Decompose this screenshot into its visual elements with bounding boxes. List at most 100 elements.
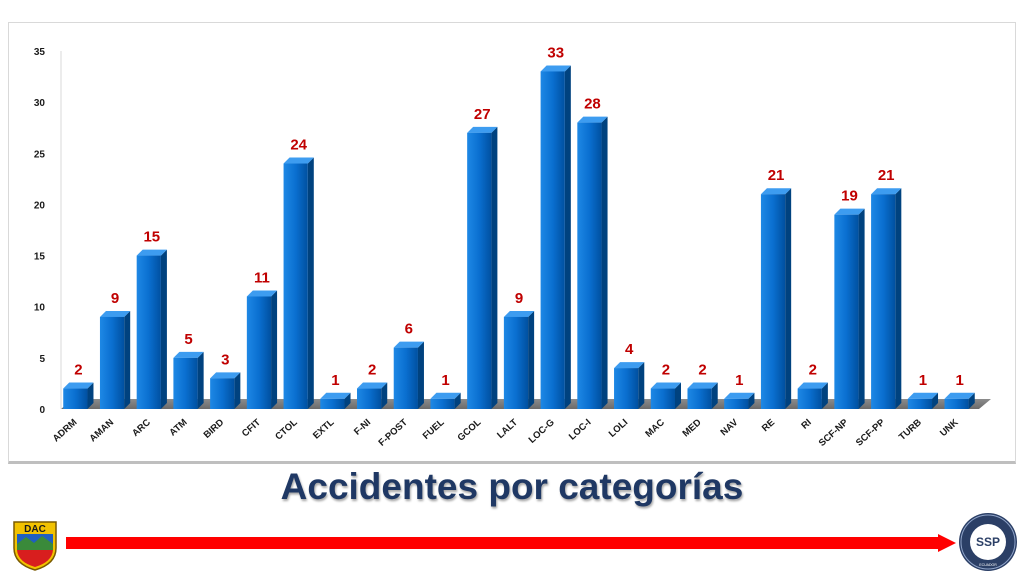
x-tick-label: SCF-NP: [817, 417, 851, 449]
x-tick-label: NAV: [719, 417, 741, 439]
bar: [797, 388, 822, 409]
x-tick-label: F-NI: [352, 417, 373, 438]
bar-side: [87, 382, 94, 409]
bar-value-label: 1: [735, 372, 743, 389]
x-tick-label: F-POST: [377, 417, 410, 449]
x-tick-label: LALT: [495, 417, 520, 441]
bar-chart: 0 5 10 15 20 25 30 35 2 ADRM 9 AMAN 15 ARC 5 ATM 3 BIRD 1…: [34, 44, 991, 449]
bar-value-label: 1: [955, 372, 963, 389]
bar-value-label: 3: [221, 351, 229, 368]
bar-side: [601, 116, 608, 409]
x-tick-label: CTOL: [273, 417, 300, 442]
y-tick-label: 15: [34, 252, 46, 263]
bar-top: [760, 188, 792, 195]
bar-value-label: 33: [547, 44, 564, 61]
x-tick-label: CFIT: [240, 417, 263, 439]
bar-value-label: 24: [290, 137, 307, 154]
bar-side: [344, 392, 351, 409]
x-tick-label: MAC: [643, 417, 667, 440]
bar-top: [540, 65, 571, 72]
bar-side: [785, 188, 792, 409]
bar-top: [173, 351, 204, 358]
bar-side: [528, 310, 535, 409]
bar: [540, 71, 565, 409]
bar: [907, 398, 933, 409]
bar: [467, 132, 492, 409]
bar: [320, 398, 345, 409]
bar-top: [320, 392, 351, 399]
bar-value-label: 19: [841, 188, 858, 205]
bar-side: [197, 351, 204, 409]
bar: [871, 194, 896, 409]
x-tick-label: AMAN: [88, 417, 117, 444]
bar-top: [614, 362, 645, 369]
bar-top: [63, 382, 94, 389]
bar-value-label: 2: [74, 362, 82, 379]
bar-top: [393, 341, 424, 348]
y-tick-label: 10: [34, 303, 46, 314]
ssp-logo-country: ECUADOR: [979, 563, 997, 567]
bar: [357, 388, 382, 409]
bar-value-label: 27: [474, 106, 491, 123]
bar-top: [136, 249, 167, 256]
bar-side: [454, 392, 461, 409]
bar-side: [821, 382, 828, 409]
bar: [577, 122, 602, 409]
y-tick-label: 0: [39, 405, 45, 416]
bar: [173, 357, 198, 409]
bar: [503, 316, 529, 409]
bar: [136, 255, 161, 409]
bar-value-label: 2: [662, 362, 670, 379]
x-tick-label: GCOL: [456, 417, 484, 444]
bar-side: [271, 290, 278, 409]
bar-side: [968, 392, 975, 409]
bar-value-label: 4: [625, 341, 634, 358]
ssp-logo: SSP ECUADOR: [959, 513, 1017, 571]
bar-value-label: 1: [919, 372, 927, 389]
bar-top: [99, 310, 131, 317]
bar-value-label: 21: [878, 167, 895, 184]
bar-top: [467, 126, 498, 133]
bar: [393, 347, 418, 409]
bar: [834, 214, 859, 409]
x-tick-label: UNK: [938, 417, 961, 439]
bar-top: [246, 290, 278, 297]
x-tick-label: EXTL: [311, 417, 337, 442]
bar-side: [160, 249, 167, 409]
bar-side: [638, 362, 645, 409]
bar: [760, 194, 786, 409]
bar-value-label: 11: [254, 269, 270, 286]
bar: [63, 388, 88, 409]
x-tick-label: FUEL: [421, 417, 447, 442]
x-tick-label: LOC-I: [567, 417, 594, 442]
bar: [210, 378, 235, 409]
bar-top: [724, 392, 755, 399]
bar-side: [674, 382, 681, 409]
y-tick-label: 30: [34, 98, 46, 109]
bar-value-label: 9: [515, 290, 523, 307]
ssp-logo-text: SSP: [976, 535, 1000, 549]
bar-side: [564, 65, 571, 409]
bar-top: [907, 392, 939, 399]
chart-frame: 0 5 10 15 20 25 30 35 2 ADRM 9 AMAN 15 ARC 5 ATM 3 BIRD 1…: [8, 22, 1016, 464]
x-tick-label: ARC: [130, 417, 153, 439]
bar-side: [491, 126, 498, 409]
dac-logo: DAC: [13, 521, 57, 571]
x-tick-label: RE: [760, 417, 777, 434]
bar-side: [858, 208, 865, 409]
bar: [99, 316, 125, 409]
bar-value-label: 2: [698, 362, 706, 379]
bar-value-label: 6: [405, 321, 413, 338]
bar: [687, 388, 712, 409]
red-arrow-divider: [66, 534, 956, 552]
bar: [944, 398, 969, 409]
bar-value-label: 5: [184, 331, 192, 348]
bar-top: [430, 392, 461, 399]
bar: [283, 163, 308, 409]
x-tick-label: ATM: [167, 417, 189, 439]
bar-side: [711, 382, 718, 409]
bar-top: [503, 310, 535, 317]
bar-top: [871, 188, 902, 195]
bar-side: [234, 372, 241, 409]
bar-top: [210, 372, 241, 379]
